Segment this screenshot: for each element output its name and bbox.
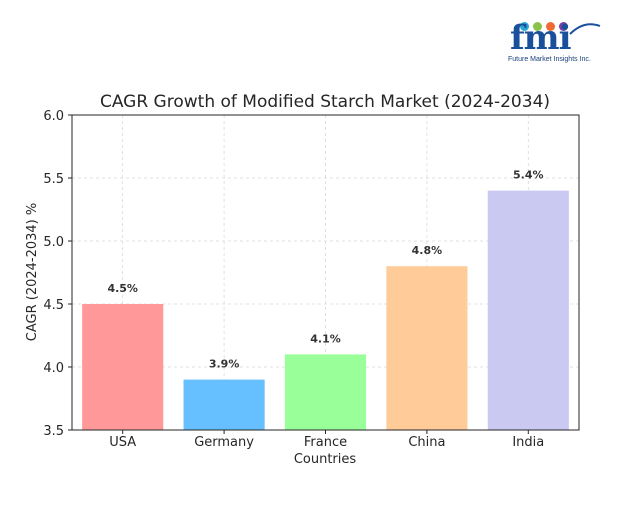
data-label: 5.4% <box>513 169 544 182</box>
bar-china <box>386 266 468 430</box>
y-ticks: 3.5 4.0 4.5 5.0 5.5 6.0 <box>43 109 72 439</box>
fmi-logo: fmi Future Market Insights Inc. <box>508 16 604 70</box>
bars <box>82 190 569 430</box>
y-tick-label: 4.5 <box>43 298 64 313</box>
x-tick-label: India <box>512 435 544 450</box>
logo-swoosh-icon <box>569 23 601 35</box>
logo-dot-2 <box>533 22 542 31</box>
y-tick-label: 5.0 <box>43 235 64 250</box>
y-tick-label: 6.0 <box>43 109 64 124</box>
bar-india <box>487 190 569 430</box>
logo-dots <box>520 16 572 31</box>
x-tick-label: Germany <box>194 435 254 450</box>
y-tick-label: 5.5 <box>43 172 64 187</box>
y-tick-label: 3.5 <box>43 424 64 439</box>
x-ticks: USA Germany France China India <box>109 430 544 450</box>
x-tick-label: USA <box>109 435 136 450</box>
x-tick-label: China <box>408 435 445 450</box>
y-axis-label: CAGR (2024-2034) % <box>25 203 40 341</box>
x-tick-label: France <box>304 435 347 450</box>
chart-title: CAGR Growth of Modified Starch Market (2… <box>100 92 550 112</box>
data-label: 4.1% <box>310 332 341 345</box>
data-label: 3.9% <box>209 358 240 371</box>
data-label: 4.5% <box>107 282 138 295</box>
logo-dot-3 <box>546 22 555 31</box>
logo-dot-4 <box>559 22 568 31</box>
data-label: 4.8% <box>412 244 443 257</box>
bar-usa <box>82 304 164 430</box>
logo-letters: fmi <box>510 18 572 58</box>
bar-germany <box>183 379 265 430</box>
logo-dot-1 <box>520 22 529 31</box>
data-labels: 4.5% 3.9% 4.1% 4.8% 5.4% <box>107 169 543 371</box>
x-axis-label: Countries <box>294 452 357 467</box>
bar-france <box>284 354 367 430</box>
logo-tagline: Future Market Insights Inc. <box>508 56 591 63</box>
y-tick-label: 4.0 <box>43 361 64 376</box>
